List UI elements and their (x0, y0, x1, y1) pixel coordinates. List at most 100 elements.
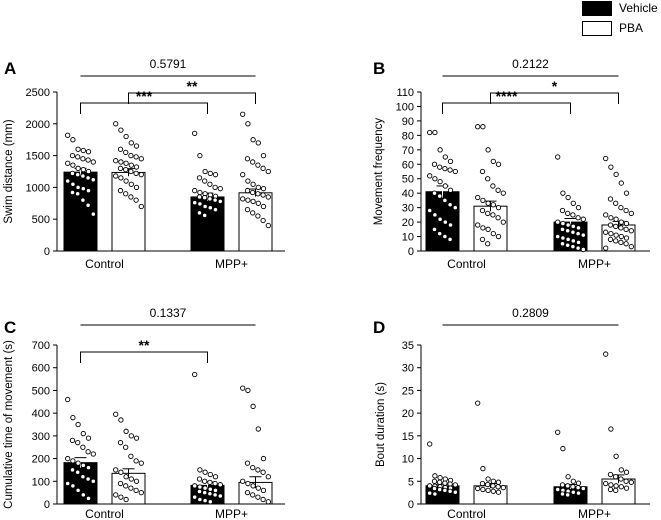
data-point-a (260, 203, 267, 210)
bar-c-vehicle-control (63, 462, 98, 505)
data-point-b (608, 164, 614, 170)
data-point-a (255, 140, 261, 146)
data-point-b (431, 190, 438, 196)
data-point-d (618, 484, 624, 490)
data-point-a (133, 154, 139, 160)
data-point-c (197, 484, 203, 490)
data-point-c (133, 458, 139, 464)
y-axis-title-b: Movement frequency (373, 118, 385, 226)
data-point-b (495, 204, 502, 211)
y-tick-label-a: 0 (44, 246, 50, 258)
data-point-d (623, 485, 630, 491)
data-point-a (202, 194, 208, 201)
legend-swatch-vehicle (582, 1, 612, 16)
data-point-d (432, 491, 438, 497)
data-point-a (250, 159, 256, 165)
data-point-a (196, 210, 203, 216)
data-point-a (250, 198, 256, 205)
data-point-b (613, 238, 619, 244)
y-tick-label-d: 10 (402, 454, 414, 466)
data-point-b (431, 161, 438, 167)
significance-bracket-b (442, 102, 571, 114)
data-point-b (437, 231, 443, 237)
data-point-c (138, 489, 144, 496)
y-tick-label-b: 70 (402, 145, 414, 157)
data-point-c (212, 492, 218, 498)
data-point-a (128, 194, 134, 200)
data-point-d (490, 478, 496, 484)
data-point-a (123, 149, 129, 156)
data-point-b (442, 183, 448, 189)
y-tick-label-b: 20 (402, 217, 414, 229)
significance-bracket-a (128, 92, 256, 104)
data-point-b (603, 245, 609, 251)
data-point-a (70, 181, 76, 187)
data-point-d (475, 485, 481, 492)
significance-stars-a: *** (136, 88, 153, 104)
data-point-c (123, 474, 129, 480)
data-point-d (575, 480, 582, 486)
data-point-a (255, 191, 261, 197)
data-point-b (608, 231, 614, 237)
p-value-a: 0.5791 (150, 57, 187, 71)
data-point-b (559, 226, 566, 232)
data-point-b (432, 212, 438, 218)
panel-letter-c: C (4, 318, 16, 337)
bar-a-pba-control (111, 171, 146, 252)
data-point-c (113, 492, 119, 498)
data-point-a (202, 178, 208, 184)
data-point-b (570, 200, 576, 206)
data-point-b (485, 226, 491, 232)
data-point-a (217, 198, 223, 205)
data-point-b (500, 219, 506, 225)
data-point-a (196, 194, 203, 200)
data-point-c (85, 476, 91, 482)
data-point-b (490, 212, 496, 218)
data-point-b (495, 187, 501, 193)
data-point-c (75, 440, 81, 446)
data-point-a (128, 181, 134, 187)
data-point-b (618, 239, 624, 245)
data-point-d (623, 469, 630, 475)
data-point-a (250, 137, 256, 143)
category-label-d: MPP+ (578, 507, 611, 520)
data-point-c (202, 489, 208, 496)
data-point-a (250, 189, 256, 196)
data-point-d (495, 489, 502, 495)
data-point-a (207, 205, 213, 211)
data-point-c (192, 371, 198, 378)
y-tick-label-c: 200 (32, 454, 50, 466)
data-point-a (75, 146, 81, 152)
data-point-b (575, 225, 582, 231)
data-point-d (580, 485, 586, 492)
y-tick-label-c: 700 (32, 340, 50, 352)
data-point-c (75, 469, 81, 475)
data-point-d (559, 482, 566, 488)
data-point-a (128, 140, 134, 146)
data-point-a (192, 130, 198, 136)
data-point-a (265, 222, 271, 229)
data-point-c (260, 496, 266, 503)
data-point-d (628, 479, 634, 485)
data-point-c (80, 444, 86, 450)
data-point-b (555, 154, 561, 160)
data-point-a (265, 194, 271, 200)
data-point-b (447, 158, 454, 165)
data-point-c (123, 483, 129, 489)
data-point-b (442, 165, 448, 172)
data-point-a (69, 152, 76, 159)
data-point-b (613, 223, 619, 230)
data-point-c (202, 469, 208, 475)
data-point-d (495, 479, 502, 485)
data-point-c (90, 478, 96, 484)
category-label-b: MPP+ (578, 257, 611, 271)
data-point-a (123, 160, 129, 166)
category-label-b: Control (447, 257, 486, 271)
data-point-a (128, 152, 134, 159)
y-tick-label-d: 5 (408, 476, 414, 488)
data-point-b (432, 176, 438, 182)
data-point-c (255, 467, 261, 473)
data-point-c (207, 491, 213, 497)
data-point-c (80, 474, 86, 480)
significance-stars-c: ** (139, 337, 150, 353)
